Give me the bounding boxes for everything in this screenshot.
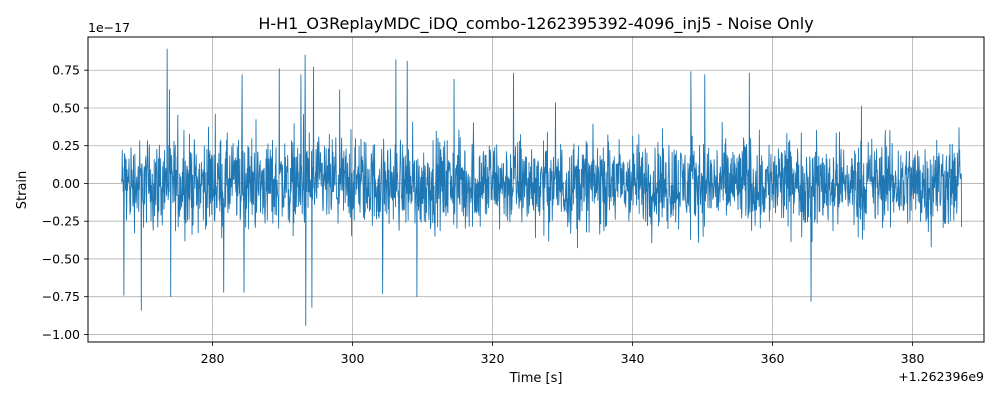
y-tick-label: 0.75 <box>52 63 80 78</box>
y-tick-label: −0.75 <box>42 289 80 304</box>
y-tick-label: −1.00 <box>42 327 80 342</box>
strain-series-line <box>121 48 963 326</box>
x-offset-label: +1.262396e9 <box>898 369 984 384</box>
series-group <box>121 48 963 326</box>
x-tick-label: 340 <box>621 351 645 366</box>
x-tick-label: 380 <box>901 351 925 366</box>
x-axis: 280 300 320 340 360 380 <box>201 342 925 366</box>
x-tick-label: 320 <box>481 351 505 366</box>
y-tick-label: −0.25 <box>42 214 80 229</box>
y-tick-label: −0.50 <box>42 251 80 266</box>
y-axis: −1.00 −0.75 −0.50 −0.25 0.00 0.25 0.50 0.75 <box>42 63 88 342</box>
chart-title: H-H1_O3ReplayMDC_iDQ_combo-1262395392-40… <box>258 14 813 34</box>
y-axis-label: Strain <box>15 171 30 210</box>
y-tick-label: 0.50 <box>52 100 80 115</box>
y-tick-label: 0.25 <box>52 138 80 153</box>
x-axis-label: Time [s] <box>509 371 563 386</box>
y-tick-label: 0.00 <box>52 176 80 191</box>
x-tick-label: 300 <box>341 351 365 366</box>
y-scale-label: 1e−17 <box>88 20 130 35</box>
x-tick-label: 280 <box>201 351 225 366</box>
plot-area-frame <box>87 36 985 343</box>
x-tick-label: 360 <box>761 351 785 366</box>
